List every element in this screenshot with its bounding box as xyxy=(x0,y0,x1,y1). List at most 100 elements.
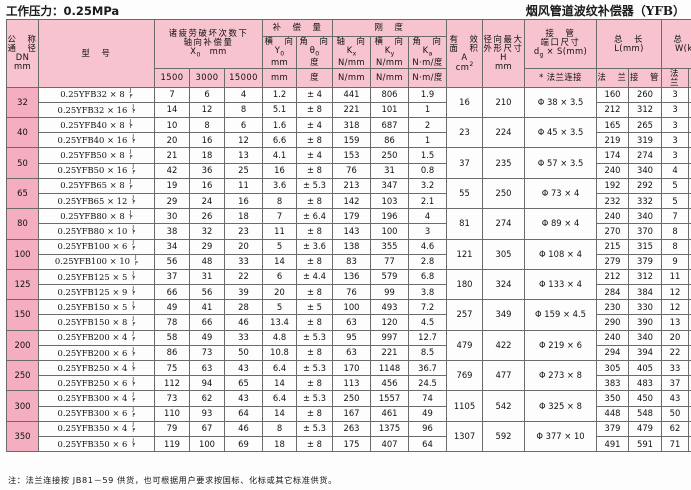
stiff-lateral-cell: 456 xyxy=(370,375,409,392)
pipe-size-cell: Φ 159 × 4.5 xyxy=(524,299,597,331)
table-header: 公 称 通 径 DN mm 型 号 诸疲劳破坏次数下 轴向补偿量 X0 mm 补… xyxy=(6,19,691,88)
cycles-1500-cell: 37 xyxy=(154,268,190,286)
model-cell[interactable]: 0.25YFB32 × 16 J F xyxy=(38,101,155,119)
stiff-axial-cell: 213 xyxy=(332,177,371,194)
comp-angular-cell: ± 8 xyxy=(296,375,333,392)
comp-lateral-cell: 5 xyxy=(262,238,297,255)
length-flange-cell: 270 xyxy=(596,223,629,240)
cycles-15000-cell: 39 xyxy=(224,284,263,301)
length-socket-cell: 548 xyxy=(628,405,662,422)
area-cell: 37 xyxy=(446,147,483,179)
cycles-1500-cell: 34 xyxy=(154,238,190,255)
header-stiff-axial: 轴 向 Kx N/mm xyxy=(332,36,371,69)
model-cell[interactable]: 0.25YFB40 × 16 J F xyxy=(38,132,155,149)
height-cell: 422 xyxy=(482,329,525,362)
cycles-15000-cell: 11 xyxy=(224,177,263,194)
weight-flange-cell: 3 xyxy=(661,132,689,149)
length-flange-cell: 192 xyxy=(596,177,629,194)
height-cell: 592 xyxy=(482,420,525,453)
model-code: 0.25YFB50 × 16 xyxy=(57,165,128,176)
model-cell[interactable]: 0.25YFB100 × 10 J F xyxy=(38,253,155,270)
cycles-3000-cell: 32 xyxy=(189,223,225,240)
stiff-angular-cell: 12.7 xyxy=(408,329,447,346)
stiff-angular-cell: 2.8 xyxy=(408,253,447,270)
length-flange-cell: 215 xyxy=(596,238,629,255)
header-comp-lateral-unit-cell: mm xyxy=(262,67,297,88)
cycles-1500-cell: 7 xyxy=(154,86,190,103)
header-height-line2: 外形尺寸 xyxy=(483,43,524,54)
weight-flange-cell: 33 xyxy=(661,360,689,377)
weight-flange-cell: 12 xyxy=(661,284,689,301)
weight-flange-cell: 50 xyxy=(661,405,689,422)
cycles-15000-cell: 23 xyxy=(224,223,263,240)
cycles-1500-cell: 20 xyxy=(154,132,190,149)
cycles-15000-cell: 13 xyxy=(224,147,263,164)
stiff-lateral-cell: 86 xyxy=(370,132,409,149)
table-row: 100 0.25YFB100 × 6 J F 34 29 20 5 ± 3.6 138 355 4.6… xyxy=(6,238,691,270)
length-flange-cell: 305 xyxy=(596,360,629,377)
cycles-15000-cell: 25 xyxy=(224,162,263,179)
model-cell[interactable]: 0.25YFB80 × 10 J F xyxy=(38,223,155,240)
model-code: 0.25YFB65 × 12 xyxy=(57,195,128,206)
length-socket-cell: 370 xyxy=(628,223,662,240)
length-socket-cell: 315 xyxy=(628,238,662,255)
cycles-15000-cell: 50 xyxy=(224,344,263,362)
model-cell[interactable]: 0.25YFB50 × 16 J F xyxy=(38,162,155,179)
header-fatigue-group: 诸疲劳破坏次数下 轴向补偿量 X0 mm xyxy=(154,19,263,69)
table-row: 200 0.25YFB200 × 4 J F 58 49 33 4.8 ± 5.3 95 997 12… xyxy=(6,329,691,362)
length-socket-cell: 384 xyxy=(628,284,662,301)
comp-lateral-cell: 14 xyxy=(262,405,297,422)
model-cell[interactable]: 0.25YFB65 × 12 J F xyxy=(38,192,155,210)
stiff-axial-cell: 143 xyxy=(332,223,371,240)
cycles-15000-cell: 20 xyxy=(224,238,263,255)
header-stiff-angular-symbol: Ka xyxy=(422,45,433,58)
length-socket-cell: 319 xyxy=(628,132,662,149)
header-height-line1: 径向最大 xyxy=(483,34,524,45)
cycles-3000-cell: 93 xyxy=(189,405,225,422)
header-row-3: 1500 3000 15000 mm 度 N/mm N/mm N·m/度 * 法… xyxy=(7,67,691,88)
header-pipe-flange-note: * 法兰连接 xyxy=(524,67,597,88)
stiff-axial-cell: 441 xyxy=(332,86,371,103)
header-stiff-axial-line1: 轴 向 xyxy=(336,36,367,46)
table-row: 0.25YFB350 × 6 J F 119 100 69 18 ± 8 175 407 64 491… xyxy=(7,435,691,453)
cycles-1500-cell: 29 xyxy=(154,192,190,210)
header-comp-angular-symbol: θ0 xyxy=(309,45,320,58)
weight-flange-cell: 22 xyxy=(661,344,689,362)
dn-cell: 80 xyxy=(6,208,39,240)
cycles-3000-cell: 29 xyxy=(189,238,225,255)
table-row: 125 0.25YFB125 × 5 J F 37 31 22 6 ± 4.4 136 579 6.8… xyxy=(6,268,691,301)
header-height-unit: mm xyxy=(494,61,513,72)
weight-flange-cell: 3 xyxy=(661,117,689,134)
comp-angular-cell: ± 8 xyxy=(296,405,333,422)
cycles-3000-cell: 31 xyxy=(189,268,225,286)
length-flange-cell: 160 xyxy=(596,86,629,103)
header-comp-angular: 角 向 θ0 度 xyxy=(296,36,333,69)
cycles-3000-cell: 100 xyxy=(189,435,225,453)
header-comp-angular-line1: 角 向 xyxy=(299,36,330,46)
stiff-angular-cell: 3.2 xyxy=(408,177,447,194)
cycles-3000-cell: 26 xyxy=(189,208,225,225)
